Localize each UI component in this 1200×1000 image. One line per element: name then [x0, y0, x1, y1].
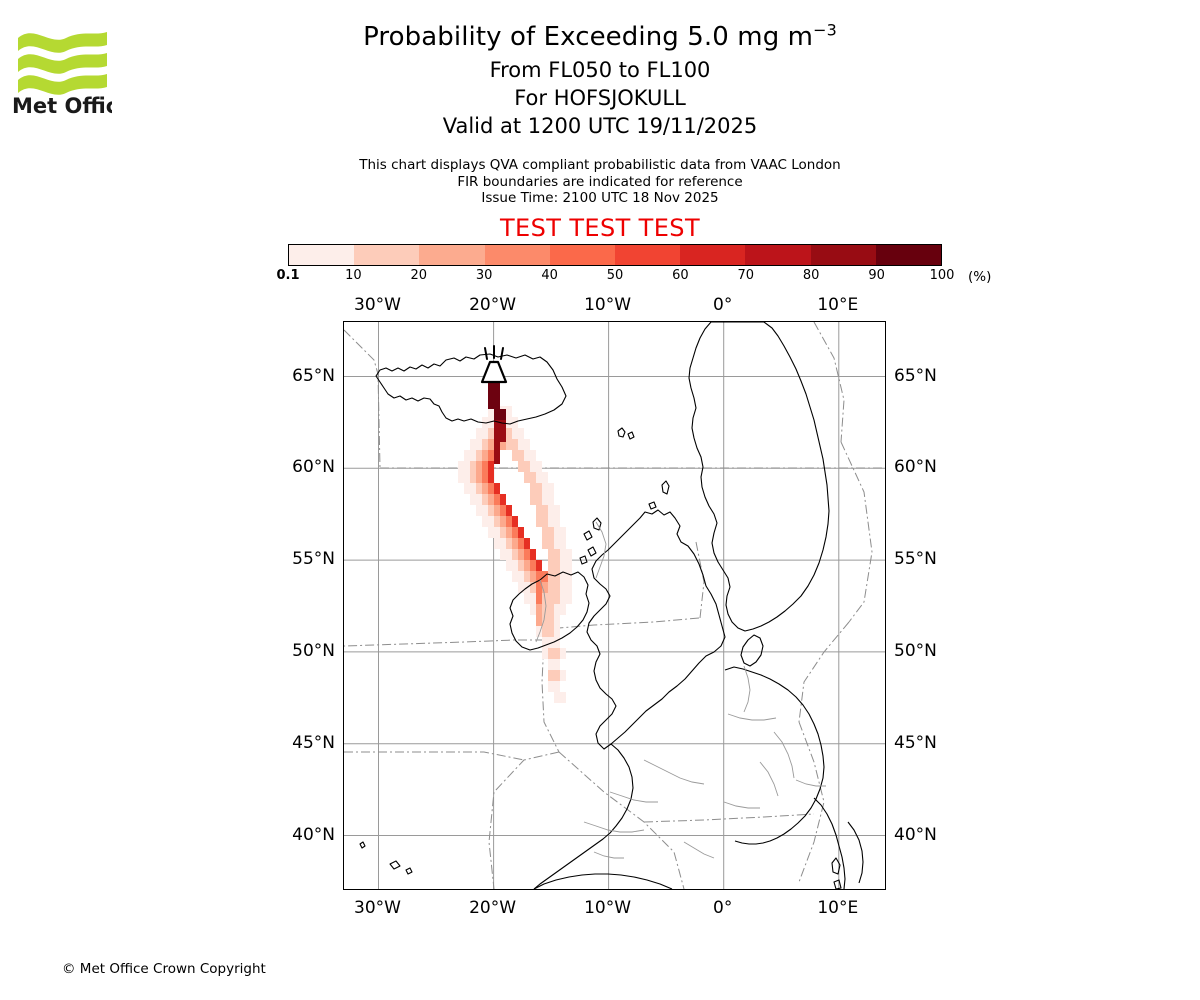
page-title: Probability of Exceeding 5.0 mg m−3 [0, 22, 1200, 52]
colorbar-tick-10: 10 [345, 268, 362, 283]
subtitle-valid-time: Valid at 1200 UTC 19/11/2025 [442, 114, 758, 138]
lat-label-left-50°N: 50°N [292, 640, 335, 661]
lon-label-bottom-30°W: 30°W [354, 898, 401, 918]
test-banner: TEST TEST TEST [499, 214, 700, 242]
colorbar-tick-30: 30 [475, 268, 493, 283]
colorbar-tick-0.1: 0.1 [276, 268, 300, 283]
lat-label-left-45°N: 45°N [292, 732, 335, 753]
colorbar-tick-80: 80 [802, 268, 820, 283]
coastlines [359, 322, 864, 889]
lat-label-left-60°N: 60°N [292, 457, 335, 478]
fir-boundaries [344, 322, 885, 889]
lat-label-left-40°N: 40°N [292, 824, 335, 845]
copyright-notice: © Met Office Crown Copyright [62, 961, 266, 977]
lat-label-right-45°N: 45°N [894, 732, 937, 753]
title-block: Probability of Exceeding 5.0 mg m−3 From… [0, 22, 1200, 138]
colorbar-band-1 [354, 245, 420, 265]
colorbar-tick-40: 40 [541, 268, 558, 283]
colorbar-band-7 [745, 245, 811, 265]
colorbar [288, 244, 942, 266]
colorbar-band-9 [875, 245, 942, 265]
page-title-text: Probability of Exceeding 5.0 mg m [363, 22, 814, 52]
colorbar-tick-60: 60 [672, 268, 689, 283]
lat-label-right-65°N: 65°N [894, 365, 937, 386]
map-plot-area [343, 321, 886, 890]
colorbar-tick-labels: 0.1 10 20 30 40 50 60 70 80 90 100 [276, 268, 954, 284]
colorbar-band-5 [615, 245, 681, 265]
subtitle-flight-levels: From FL050 to FL100 [489, 58, 711, 82]
lat-label-right-55°N: 55°N [894, 549, 937, 570]
colorbar-band-0 [289, 245, 355, 265]
colorbar-band-4 [549, 245, 616, 265]
map-gridlines [344, 322, 885, 889]
annotation-qva: This chart displays QVA compliant probab… [359, 157, 841, 173]
subtitle-volcano: For HOFSJOKULL [514, 86, 686, 110]
ash-plume [458, 376, 572, 703]
colorbar-unit-label: (%) [968, 269, 992, 285]
country-borders [535, 521, 826, 859]
colorbar-tick-20: 20 [410, 268, 428, 283]
page-title-exponent: −3 [813, 20, 837, 40]
lat-label-left-65°N: 65°N [292, 365, 335, 386]
colorbar-bands [288, 244, 942, 266]
colorbar-tick-90: 90 [868, 268, 885, 283]
met-office-logo: Met Office [12, 18, 112, 116]
lon-label-bottom-20°W: 20°W [469, 898, 517, 918]
colorbar-tick-70: 70 [737, 268, 755, 283]
logo-wordmark: Met Office [12, 94, 112, 116]
lon-label-top-0°: 0° [713, 295, 733, 315]
lon-label-top-10°W: 10°W [584, 295, 632, 315]
colorbar-band-8 [810, 245, 876, 265]
lon-label-bottom-10°E: 10°E [817, 898, 859, 918]
lon-label-top-20°W: 20°W [469, 295, 517, 315]
annotation-issue-time: Issue Time: 2100 UTC 18 Nov 2025 [481, 190, 719, 206]
lat-label-right-40°N: 40°N [894, 824, 937, 845]
lon-label-top-10°E: 10°E [817, 295, 859, 315]
annotation-fir: FIR boundaries are indicated for referen… [457, 173, 743, 190]
lat-label-left-55°N: 55°N [292, 549, 335, 570]
volcano-marker [480, 345, 508, 384]
colorbar-band-3 [484, 245, 550, 265]
colorbar-band-2 [419, 245, 485, 265]
lon-label-bottom-10°W: 10°W [584, 898, 632, 918]
lon-label-bottom-0°: 0° [713, 898, 733, 918]
colorbar-tick-100: 100 [929, 268, 955, 283]
colorbar-tick-50: 50 [606, 268, 624, 283]
lat-label-right-50°N: 50°N [894, 640, 937, 661]
lat-label-right-60°N: 60°N [894, 457, 937, 478]
logo-waves [18, 32, 107, 95]
annotation-block: This chart displays QVA compliant probab… [0, 157, 1200, 207]
lon-label-top-30°W: 30°W [354, 295, 401, 315]
colorbar-band-6 [680, 245, 746, 265]
